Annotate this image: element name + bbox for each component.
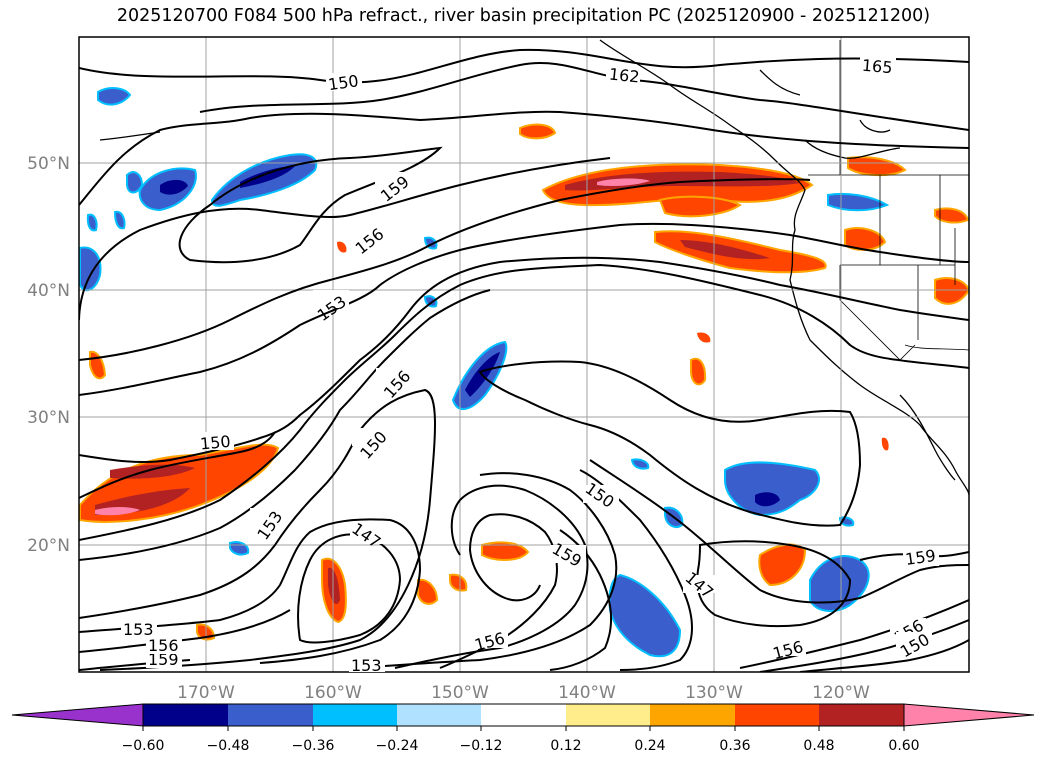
colorbar-segment [481, 704, 566, 726]
colorbar-segment [819, 704, 904, 726]
lat-label: 20°N [27, 536, 70, 556]
lat-label: 40°N [27, 281, 70, 301]
colorbar-tick: 0.60 [888, 738, 919, 754]
colorbar-segment [228, 704, 313, 726]
colorbar-tick: 0.48 [803, 738, 834, 754]
map-frame [78, 36, 970, 673]
contour-label: 153 [123, 620, 154, 639]
colorbar: −0.60 −0.48 −0.36 −0.24 −0.12 0.12 0.24 … [11, 703, 1035, 754]
lon-label: 160°W [304, 683, 362, 703]
colorbar-tick: −0.36 [292, 738, 335, 754]
contour-label: 150 [199, 432, 231, 454]
lat-label: 50°N [27, 154, 70, 174]
lon-label: 120°W [812, 683, 870, 703]
colorbar-segment [143, 704, 228, 726]
colorbar-tick: −0.48 [207, 738, 250, 754]
colorbar-segment [11, 703, 144, 727]
colorbar-segment [566, 704, 650, 726]
colorbar-segment [735, 704, 819, 726]
contour-label: 159 [904, 546, 937, 569]
contour-label: 150 [327, 71, 360, 94]
contour-label: 162 [608, 64, 640, 86]
political-borders [808, 40, 969, 361]
longitude-labels: 170°W 160°W 150°W 140°W 130°W 120°W [177, 683, 870, 703]
latitude-labels: 50°N 40°N 30°N 20°N [27, 154, 70, 556]
colorbar-segment [397, 704, 481, 726]
contour-labels: 162 165 150 159 156 153 156 150 150 153 … [121, 56, 939, 675]
lon-label: 130°W [685, 683, 743, 703]
lat-label: 30°N [27, 408, 70, 428]
contour-label: 156 [148, 636, 179, 655]
lon-label: 150°W [431, 683, 489, 703]
chart-title: 2025120700 F084 500 hPa refract., river … [116, 6, 931, 26]
contour-label: 159 [148, 650, 179, 669]
lon-label: 140°W [558, 683, 616, 703]
lon-label: 170°W [177, 683, 235, 703]
colorbar-segment [903, 703, 1035, 727]
contour-label: 165 [861, 56, 893, 78]
colorbar-tick: 0.12 [550, 738, 581, 754]
map-panel [79, 37, 969, 672]
colorbar-segment [650, 704, 735, 726]
colorbar-segment [313, 704, 397, 726]
colorbar-tick: −0.12 [460, 738, 503, 754]
colorbar-tick: 0.24 [634, 738, 665, 754]
colorbar-tick: 0.36 [719, 738, 750, 754]
colorbar-tick: −0.24 [376, 738, 419, 754]
colorbar-tick: −0.60 [122, 738, 165, 754]
refractivity-contours [79, 48, 969, 672]
contour-label: 153 [351, 656, 382, 675]
